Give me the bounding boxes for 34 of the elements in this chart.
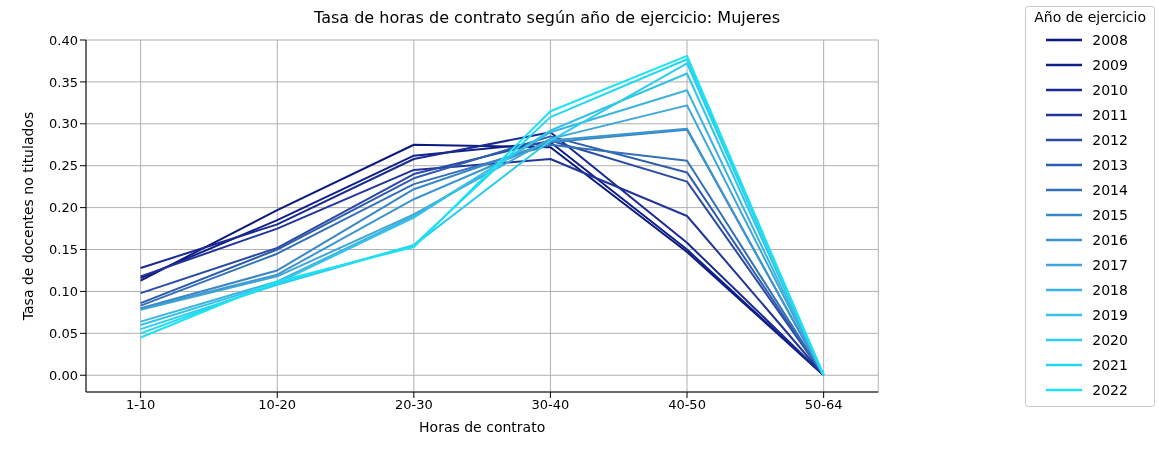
legend-label: 2021 — [1092, 356, 1128, 373]
y-tick-label: 0.00 — [49, 367, 78, 383]
x-axis-title: Horas de contrato — [419, 419, 546, 435]
legend-label: 2011 — [1092, 106, 1128, 123]
x-tick-label: 50-64 — [804, 397, 843, 413]
x-tick-label: 20-30 — [394, 397, 433, 413]
y-tick-label: 0.30 — [49, 116, 78, 132]
legend-label: 2009 — [1092, 56, 1128, 73]
legend-title: Año de ejercicio — [1034, 9, 1146, 25]
x-tick-label: 1-10 — [125, 397, 156, 413]
x-tick-label: 30-40 — [531, 397, 570, 413]
y-tick-label: 0.10 — [49, 284, 78, 300]
legend-label: 2014 — [1092, 181, 1128, 198]
legend-label: 2019 — [1092, 306, 1128, 323]
y-tick-label: 0.40 — [49, 32, 78, 48]
legend-label: 2017 — [1092, 256, 1128, 273]
legend-label: 2018 — [1092, 281, 1128, 298]
y-tick-label: 0.15 — [49, 242, 78, 258]
legend-label: 2008 — [1092, 31, 1128, 48]
legend-label: 2015 — [1092, 206, 1128, 223]
legend-label: 2013 — [1092, 156, 1128, 173]
y-tick-label: 0.35 — [49, 74, 78, 90]
legend-label: 2012 — [1092, 131, 1128, 148]
chart-title: Tasa de horas de contrato según año de ejercicio: Mujeres — [313, 8, 781, 27]
legend-label: 2022 — [1092, 381, 1128, 398]
y-tick-label: 0.05 — [49, 325, 78, 341]
legend-label: 2010 — [1092, 81, 1128, 98]
x-tick-label: 40-50 — [668, 397, 706, 413]
x-tick-label: 10-20 — [258, 397, 297, 413]
legend-label: 2016 — [1092, 231, 1128, 248]
y-axis-title: Tasa de docentes no titulados — [19, 111, 36, 322]
y-tick-label: 0.20 — [49, 200, 78, 216]
y-tick-label: 0.25 — [49, 158, 78, 174]
legend-label: 2020 — [1092, 331, 1128, 348]
